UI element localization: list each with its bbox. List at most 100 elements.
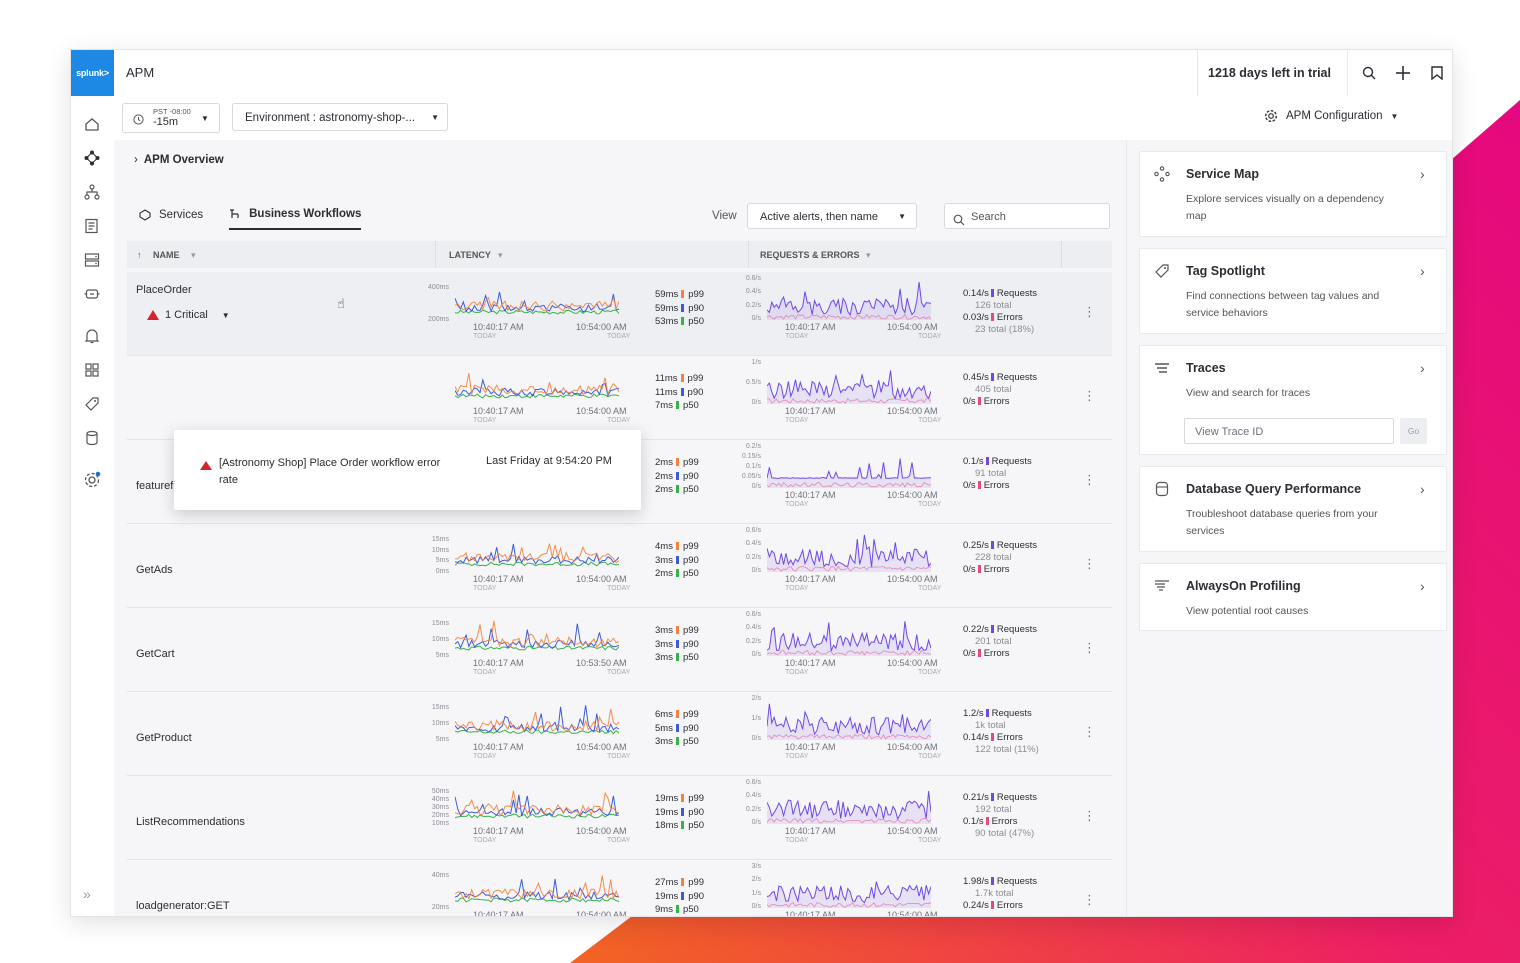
tab-business-workflows[interactable]: Business Workflows: [229, 208, 362, 230]
critical-alert-badge[interactable]: 1 Critical ▼: [147, 309, 230, 321]
chart-start-time: 10:40:17 AM: [473, 658, 524, 668]
latency-sparkline[interactable]: [455, 616, 619, 656]
table-row[interactable]: PlaceOrder 1 Critical ▼ ☝ 400ms 200ms 10:40:1…: [127, 272, 1112, 356]
splunk-logo[interactable]: splunk>: [71, 50, 114, 96]
environment-filter[interactable]: Environment : astronomy-shop-... ▼: [232, 103, 448, 131]
chevron-right-icon[interactable]: ›: [1420, 166, 1425, 182]
time-range-picker[interactable]: PST -08:00 -15m ▼: [122, 103, 220, 133]
workflow-name[interactable]: GetAds: [136, 564, 173, 576]
synthetics-icon[interactable]: [82, 284, 102, 304]
view-select[interactable]: Active alerts, then name ▼: [747, 203, 917, 229]
requests-errors-sparkline[interactable]: [767, 280, 931, 320]
table-row[interactable]: ListRecommendations 50ms 40ms 30ms 20ms 10ms …: [127, 776, 1112, 860]
home-icon[interactable]: [82, 114, 102, 134]
card-traces[interactable]: Traces View and search for traces › View…: [1139, 345, 1447, 455]
table-row[interactable]: GetCart 15ms 10ms 5ms 10:40:17 AM 10:53:50 A…: [127, 608, 1112, 692]
requests-errors-sparkline[interactable]: [767, 868, 931, 908]
apm-icon[interactable]: [82, 148, 102, 168]
requests-label: Requests: [996, 792, 1038, 803]
requests-errors-sparkline[interactable]: [767, 532, 931, 572]
workflow-name[interactable]: ListRecommendations: [136, 816, 245, 828]
chart-end-day: TODAY: [918, 837, 942, 844]
tag-rail-icon[interactable]: [82, 394, 102, 414]
go-button[interactable]: Go: [1400, 418, 1427, 444]
workflow-name[interactable]: loadgenerator:GET: [136, 900, 230, 912]
workflow-name[interactable]: PlaceOrder: [136, 284, 192, 296]
row-actions-menu-icon[interactable]: ⋮: [1083, 808, 1096, 823]
latency-sparkline[interactable]: [455, 364, 619, 404]
settings-gear-icon[interactable]: [82, 470, 102, 490]
card-database-query-performance[interactable]: Database Query Performance Troubleshoot …: [1139, 466, 1447, 552]
chevron-right-icon[interactable]: ›: [1420, 481, 1425, 497]
hierarchy-icon[interactable]: [82, 182, 102, 202]
card-tag-spotlight[interactable]: Tag Spotlight Find connections between t…: [1139, 248, 1447, 334]
table-row[interactable]: 10:40:17 AM 10:54:00 AM TODAY TODAY 11ms p99…: [127, 356, 1112, 440]
expand-nav-icon[interactable]: »: [83, 886, 91, 902]
latency-sparkline[interactable]: [455, 532, 619, 572]
row-actions-menu-icon[interactable]: ⋮: [1083, 472, 1096, 487]
table-row[interactable]: loadgenerator:GET 40ms 20ms 10:40:17 AM 10:…: [127, 860, 1112, 916]
chevron-down-icon: ▼: [898, 212, 906, 221]
apm-configuration-menu[interactable]: APM Configuration ▼: [1264, 109, 1398, 123]
service-map-icon: [1154, 166, 1170, 187]
tab-services[interactable]: Services: [139, 208, 203, 230]
latency-sparkline[interactable]: [455, 868, 619, 908]
row-actions-menu-icon[interactable]: ⋮: [1083, 640, 1096, 655]
chevron-right-icon[interactable]: ›: [1420, 578, 1425, 594]
table-row[interactable]: GetAds 15ms 10ms 5ms 0ms 10:40:17 AM 10:54:00…: [127, 524, 1112, 608]
database-rail-icon[interactable]: [82, 428, 102, 448]
row-actions-menu-icon[interactable]: ⋮: [1083, 304, 1096, 319]
chart-end-day: TODAY: [607, 585, 631, 592]
requests-errors-sparkline[interactable]: [767, 364, 931, 404]
row-actions-menu-icon[interactable]: ⋮: [1083, 724, 1096, 739]
latency-sparkline[interactable]: [455, 784, 619, 824]
p99-value: 59ms: [655, 289, 679, 300]
table-row[interactable]: GetProduct 15ms 10ms 5ms 10:40:17 AM 10:54:0…: [127, 692, 1112, 776]
logs-icon[interactable]: [82, 216, 102, 236]
search-input[interactable]: Search: [944, 203, 1110, 229]
bookmark-icon[interactable]: [1427, 63, 1447, 83]
total-label: total: [995, 888, 1014, 899]
card-alwayson-profiling[interactable]: AlwaysOn Profiling View potential root c…: [1139, 563, 1447, 631]
trial-status[interactable]: 1218 days left in trial: [1197, 50, 1348, 96]
row-actions-menu-icon[interactable]: ⋮: [1083, 556, 1096, 571]
workflow-name[interactable]: GetProduct: [136, 732, 192, 744]
column-header-latency[interactable]: LATENCY: [449, 250, 491, 260]
chart-start-day: TODAY: [473, 753, 497, 760]
latency-sparkline[interactable]: [455, 700, 619, 740]
card-title: Service Map: [1186, 167, 1259, 181]
requests-errors-sparkline[interactable]: [767, 448, 931, 488]
chart-start-time: 10:40:17 AM: [785, 742, 836, 752]
chevron-right-icon[interactable]: ›: [1420, 263, 1425, 279]
p50-value: 53ms: [655, 316, 679, 327]
error-percent: (11%): [1014, 744, 1039, 755]
row-actions-menu-icon[interactable]: ⋮: [1083, 388, 1096, 403]
column-header-requests-errors[interactable]: REQUESTS & ERRORS: [760, 250, 860, 260]
chevron-right-icon[interactable]: ›: [1420, 360, 1425, 376]
dashboards-icon[interactable]: [82, 360, 102, 380]
search-icon[interactable]: [1359, 63, 1379, 83]
requests-errors-sparkline[interactable]: [767, 616, 931, 656]
alert-description[interactable]: [Astronomy Shop] Place Order workflow er…: [219, 457, 441, 486]
alert-popover[interactable]: [Astronomy Shop] Place Order workflow er…: [174, 430, 641, 510]
breadcrumb[interactable]: › APM Overview: [134, 154, 224, 166]
latency-sparkline[interactable]: [455, 280, 619, 320]
infrastructure-icon[interactable]: [82, 250, 102, 270]
p99-value: 4ms: [655, 541, 673, 552]
requests-errors-sparkline[interactable]: [767, 784, 931, 824]
card-service-map[interactable]: Service Map Explore services visually on…: [1139, 151, 1447, 237]
alerts-bell-icon[interactable]: [82, 326, 102, 346]
latency-axis-label: 5ms: [435, 652, 449, 659]
trace-id-input[interactable]: View Trace ID: [1184, 418, 1394, 444]
total-label: total: [993, 552, 1012, 563]
requests-errors-sparkline[interactable]: [767, 700, 931, 740]
requests-axis-label: 0.4/s: [745, 624, 761, 632]
plus-icon[interactable]: [1393, 63, 1413, 83]
p99-label: p99: [688, 289, 705, 300]
requests-axis-label: 0/s: [751, 567, 761, 574]
column-header-name[interactable]: NAME: [153, 250, 180, 260]
workflow-name[interactable]: GetCart: [136, 648, 175, 660]
traces-icon: [1154, 360, 1170, 381]
row-actions-menu-icon[interactable]: ⋮: [1083, 892, 1096, 907]
request-rate: 1.98/s: [963, 876, 989, 887]
